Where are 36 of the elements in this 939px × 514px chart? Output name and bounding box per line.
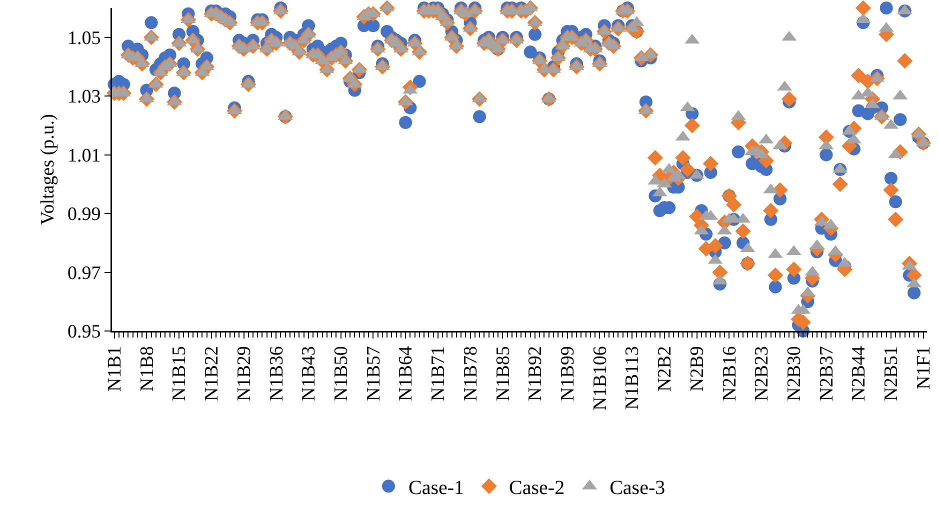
- x-tick-label: N1B8: [136, 346, 158, 392]
- x-tick-label: N1B15: [169, 346, 190, 402]
- x-tick-label: N1B57: [363, 346, 384, 402]
- x-tick-label: N2B2: [654, 346, 676, 392]
- x-tick-label: N2B9: [686, 346, 708, 392]
- x-tick-label: N1B1: [104, 346, 126, 392]
- y-tick-label: 1.03: [67, 86, 101, 108]
- x-tick-label: N1B43: [298, 346, 320, 402]
- legend-label: Case-3: [610, 476, 666, 499]
- x-tick-label: N2B16: [719, 346, 740, 402]
- x-tick-label: N2B30: [784, 346, 806, 402]
- x-tick-label: N1B78: [460, 346, 482, 402]
- x-tick-label: N2B51: [881, 346, 902, 402]
- y-tick-label: 0.95: [67, 322, 101, 343]
- y-tick-label: 1.05: [67, 28, 101, 50]
- y-tick-label: 0.97: [67, 262, 101, 284]
- x-tick-label: N1B50: [331, 346, 352, 402]
- x-tick-label: N1B64: [396, 346, 417, 402]
- x-tick-label: N1B106: [590, 346, 611, 411]
- x-tick-label: N1B99: [558, 346, 579, 402]
- x-tick-label: N1B71: [428, 346, 450, 402]
- x-tick-label: N1B113: [622, 346, 644, 410]
- legend-label: Case-1: [408, 476, 464, 499]
- x-tick-label: N2B23: [752, 346, 773, 402]
- y-tick-label: 1.01: [67, 145, 101, 166]
- x-tick-label: N1B36: [266, 346, 288, 402]
- x-tick-label: N1B92: [525, 346, 546, 402]
- x-tick-label: N2B37: [816, 346, 838, 402]
- y-tick-label: 0.99: [67, 204, 101, 226]
- x-tick-label: N1F1: [913, 346, 934, 390]
- y-axis-title: Voltages (p.u.): [38, 114, 59, 225]
- x-tick-label: N2B44: [848, 346, 870, 402]
- x-tick-label: N1B29: [234, 346, 255, 402]
- x-tick-label: N1B22: [202, 346, 223, 402]
- x-tick-label: N1B85: [492, 346, 514, 402]
- legend-label: Case-2: [509, 476, 565, 499]
